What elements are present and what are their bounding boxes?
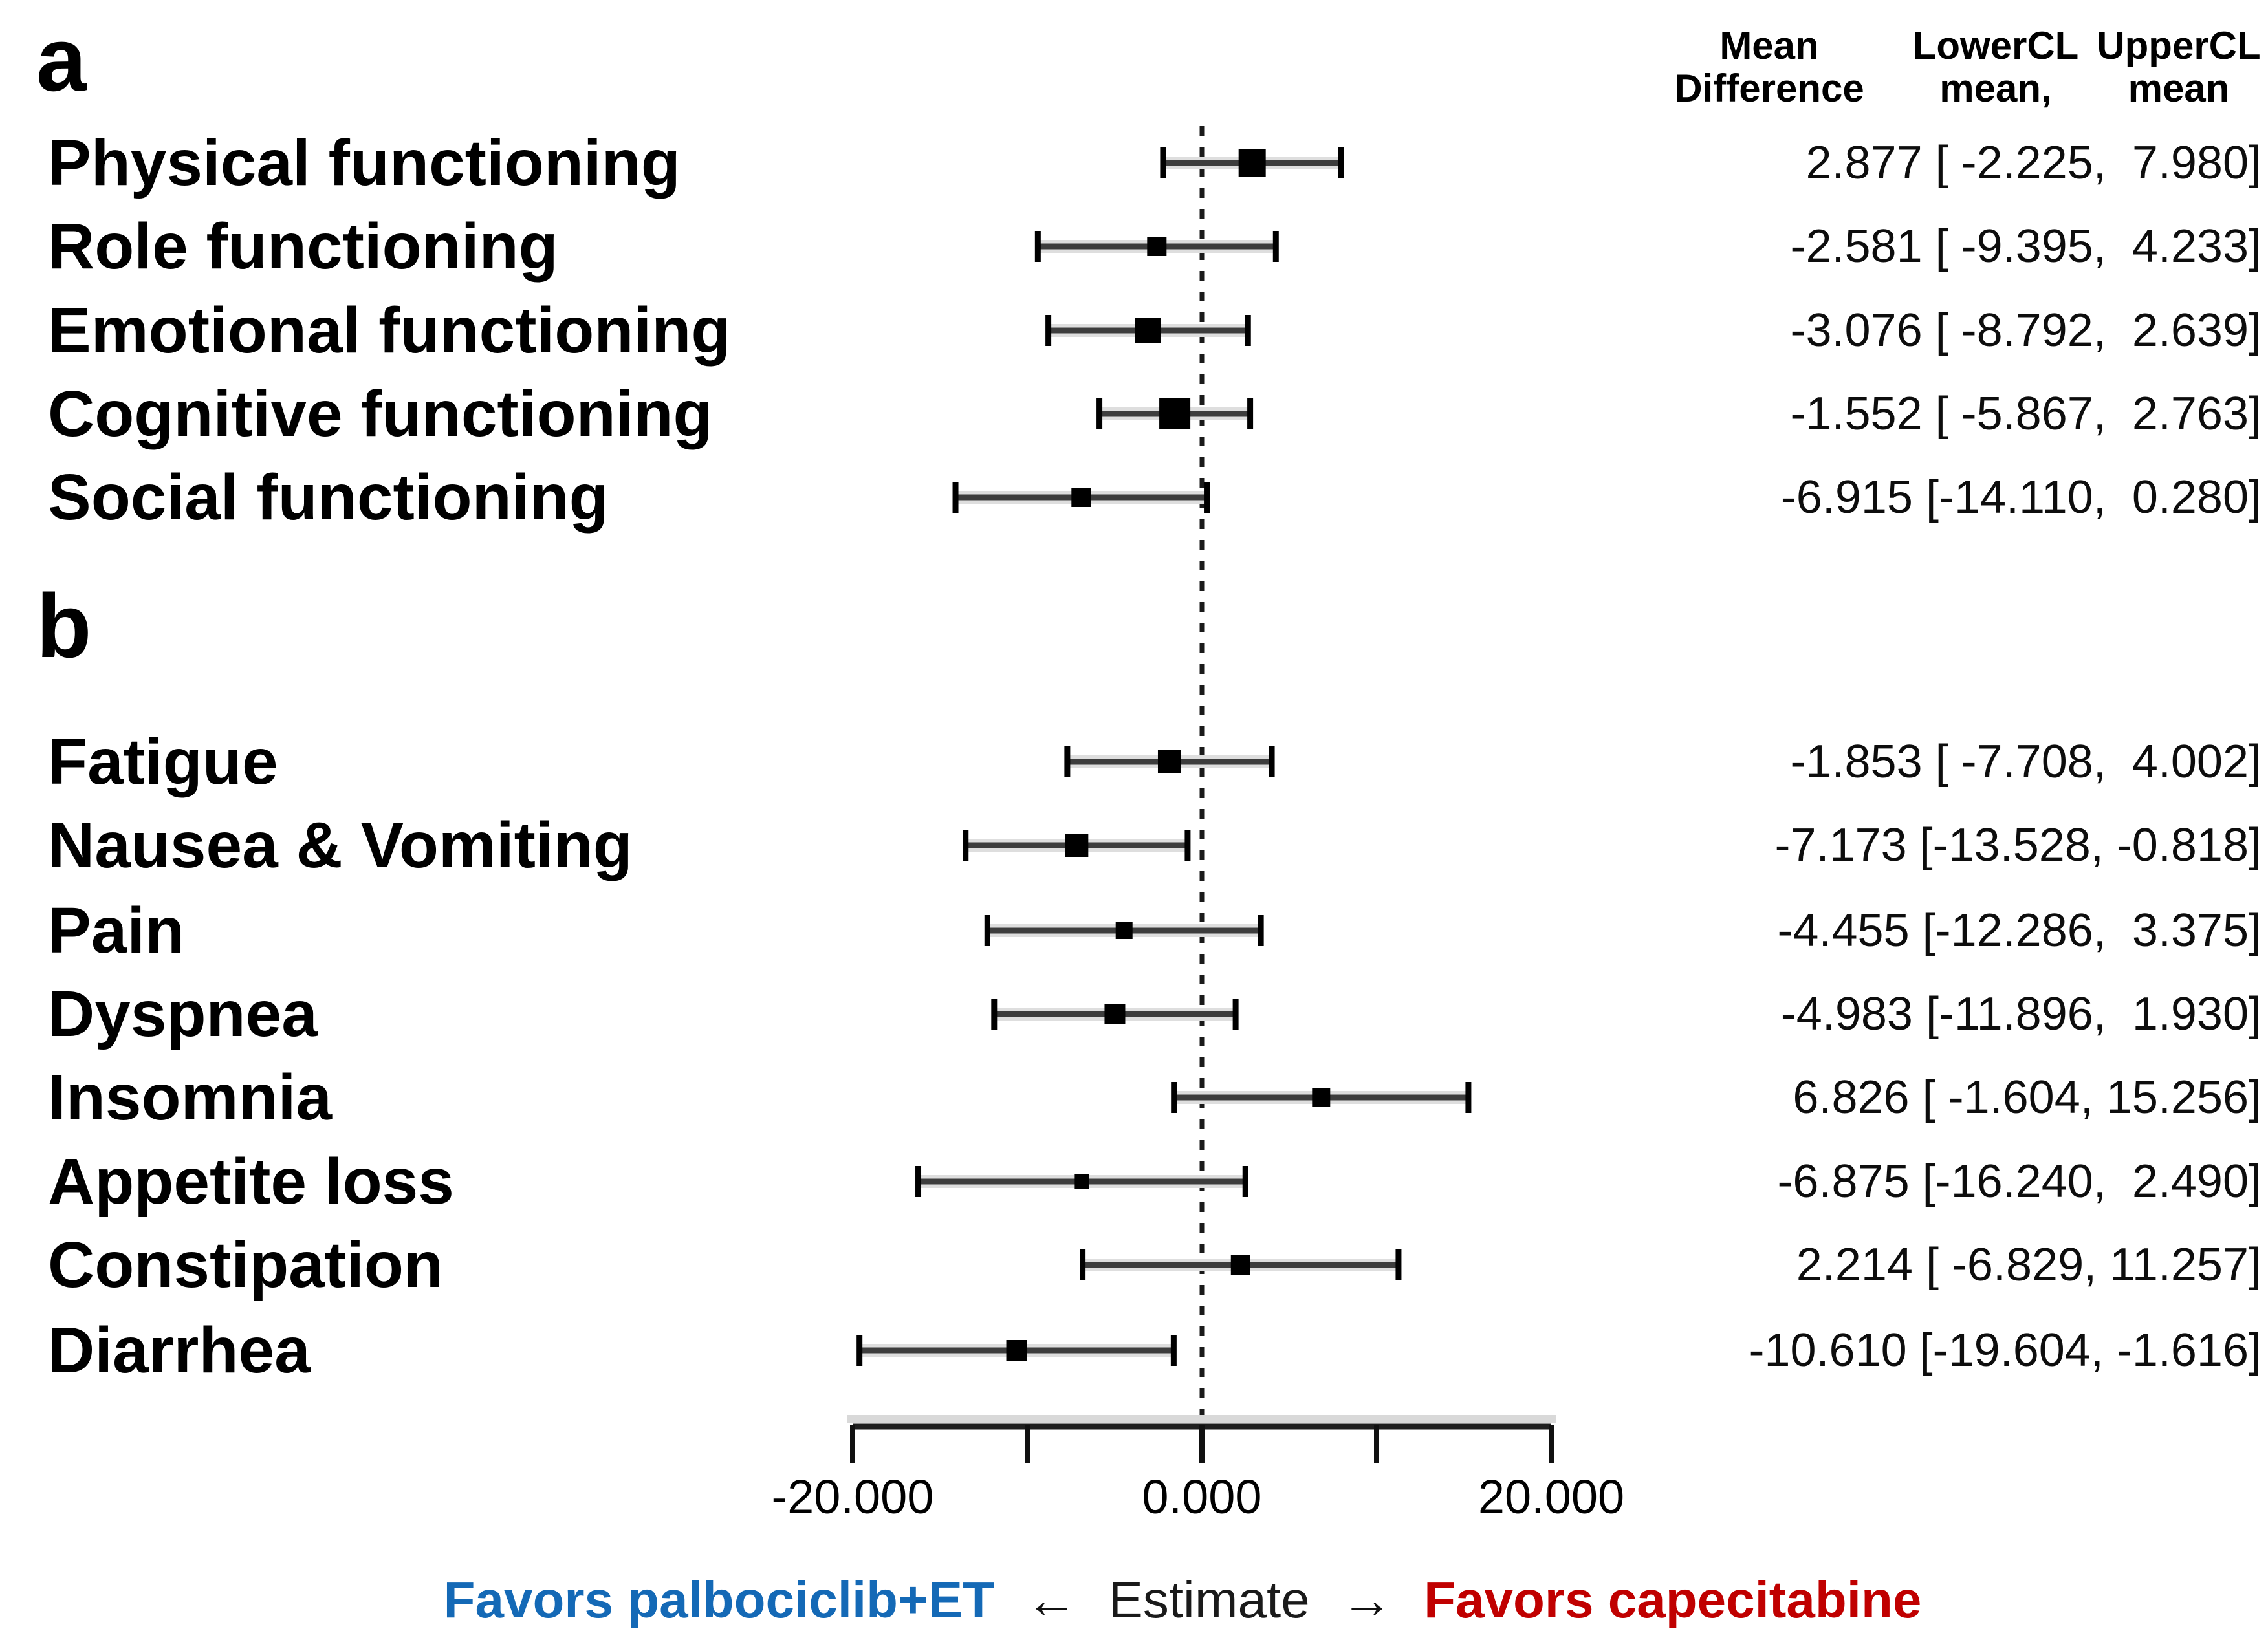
column-header-lowercl: LowerCL mean, bbox=[1913, 25, 2079, 110]
row-estimate-value: -6.875 [-16.240, 2.490] bbox=[1777, 1156, 2262, 1207]
row-estimate-value: -3.076 [ -8.792, 2.639] bbox=[1790, 305, 2262, 356]
column-header-line: mean, bbox=[1939, 67, 2052, 110]
favors-palbociclib-label: Favors palbociclib+ET bbox=[443, 1571, 994, 1628]
row-estimate-value: -1.853 [ -7.708, 4.002] bbox=[1790, 736, 2262, 788]
mean-marker bbox=[1115, 922, 1133, 939]
mean-marker bbox=[1159, 398, 1191, 429]
mean-marker bbox=[1071, 488, 1091, 507]
mean-marker bbox=[1104, 1004, 1126, 1024]
row-estimate-value: 2.214 [ -6.829, 11.257] bbox=[1796, 1239, 2262, 1291]
column-header-mean-difference: Mean Difference bbox=[1674, 25, 1864, 110]
row-estimate-value: 2.877 [ -2.225, 7.980] bbox=[1805, 137, 2262, 189]
row-estimate-value: -7.173 [-13.528, -0.818] bbox=[1774, 819, 2262, 871]
mean-marker bbox=[1238, 149, 1266, 177]
row-label: Diarrhea bbox=[48, 1314, 311, 1387]
row-label: Dyspnea bbox=[48, 978, 318, 1050]
x-tick-label: 0.000 bbox=[1142, 1470, 1262, 1524]
x-axis-shadow bbox=[847, 1415, 1556, 1423]
left-arrow-icon: ← bbox=[1025, 1571, 1078, 1628]
row-estimate-value: -2.581 [ -9.395, 4.233] bbox=[1790, 221, 2262, 272]
direction-legend: Favors palbociclib+ET ← Estimate → Favor… bbox=[97, 1570, 2268, 1630]
row-label: Emotional functioning bbox=[48, 294, 731, 367]
mean-marker bbox=[1147, 237, 1167, 256]
column-header-line: Mean bbox=[1719, 24, 1819, 67]
row-label: Social functioning bbox=[48, 461, 609, 534]
row-label: Appetite loss bbox=[48, 1145, 454, 1218]
row-estimate-value: -1.552 [ -5.867, 2.763] bbox=[1790, 388, 2262, 440]
panel-b-label: b bbox=[36, 575, 92, 676]
mean-marker bbox=[1312, 1088, 1331, 1107]
column-header-line: UpperCL bbox=[2097, 24, 2261, 67]
mean-marker bbox=[1006, 1340, 1027, 1361]
panel-a-label: a bbox=[36, 8, 87, 110]
column-header-line: mean bbox=[2128, 67, 2230, 110]
column-header-uppercl: UpperCL mean bbox=[2097, 25, 2260, 110]
favors-capecitabine-label: Favors capecitabine bbox=[1424, 1571, 1922, 1628]
row-label: Nausea & Vomiting bbox=[48, 809, 633, 881]
row-label: Constipation bbox=[48, 1229, 444, 1301]
x-tick-label: -20.000 bbox=[771, 1470, 934, 1524]
row-estimate-value: -10.610 [-19.604, -1.616] bbox=[1749, 1324, 2262, 1376]
row-estimate-value: -6.915 [-14.110, 0.280] bbox=[1780, 471, 2262, 523]
row-estimate-value: -4.983 [-11.896, 1.930] bbox=[1780, 988, 2262, 1040]
row-label: Insomnia bbox=[48, 1061, 332, 1134]
mean-marker bbox=[1135, 318, 1161, 343]
row-label: Pain bbox=[48, 894, 185, 967]
x-tick-label: 20.000 bbox=[1477, 1470, 1625, 1524]
column-header-line: LowerCL bbox=[1912, 24, 2079, 67]
row-label: Fatigue bbox=[48, 726, 278, 798]
mean-marker bbox=[1074, 1174, 1089, 1189]
row-label: Role functioning bbox=[48, 210, 558, 283]
mean-marker bbox=[1157, 750, 1181, 773]
column-header-line: Difference bbox=[1674, 67, 1864, 110]
right-arrow-icon: → bbox=[1340, 1571, 1393, 1628]
estimate-label: Estimate bbox=[1108, 1571, 1310, 1628]
row-label: Physical functioning bbox=[48, 127, 681, 199]
row-label: Cognitive functioning bbox=[48, 378, 713, 450]
row-estimate-value: -4.455 [-12.286, 3.375] bbox=[1777, 905, 2262, 956]
mean-marker bbox=[1230, 1255, 1250, 1275]
mean-marker bbox=[1065, 834, 1089, 857]
row-estimate-value: 6.826 [ -1.604, 15.256] bbox=[1793, 1072, 2262, 1123]
